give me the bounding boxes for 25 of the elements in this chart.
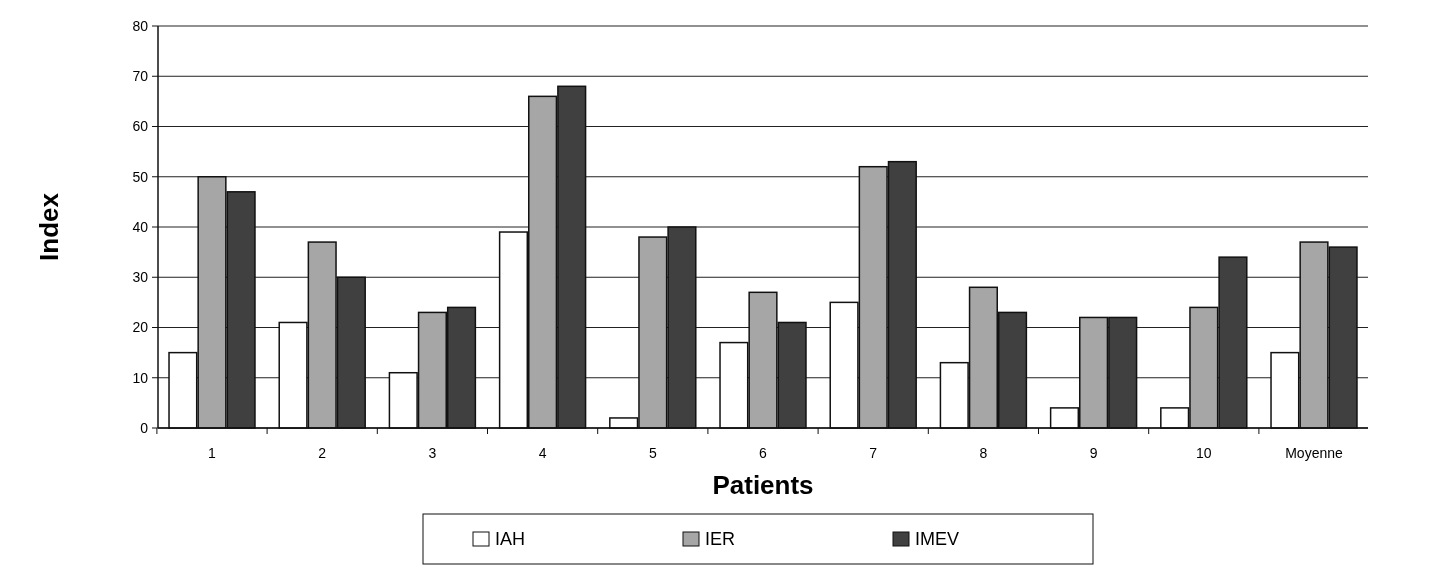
x-tick-label: 3 xyxy=(428,445,437,461)
x-axis-title: Patients xyxy=(712,470,814,500)
y-tick-label: 80 xyxy=(132,17,149,34)
x-tick-label: 8 xyxy=(979,445,988,461)
y-tick-label: 40 xyxy=(132,218,149,235)
y-tick-label: 50 xyxy=(132,168,149,185)
y-tick-label: 0 xyxy=(140,419,149,436)
legend-label: IAH xyxy=(495,529,526,550)
x-tick-label: 4 xyxy=(538,445,547,461)
x-tick-label: 10 xyxy=(1196,445,1212,461)
x-tick-label: Moyenne xyxy=(1285,445,1344,461)
x-tick-label: 1 xyxy=(208,445,217,461)
y-tick-label: 70 xyxy=(132,68,149,85)
x-tick-label: 2 xyxy=(318,445,327,461)
y-tick-label: 30 xyxy=(132,269,149,286)
legend-label: IMEV xyxy=(915,529,960,550)
x-tick-label: 6 xyxy=(759,445,768,461)
x-tick-label: 7 xyxy=(869,445,878,461)
y-tick-label: 20 xyxy=(132,319,149,336)
x-tick-label: 9 xyxy=(1089,445,1098,461)
x-tick-label: 5 xyxy=(648,445,657,461)
y-tick-label: 10 xyxy=(132,369,149,386)
y-axis-title: Index xyxy=(34,192,64,261)
legend-label: IER xyxy=(705,529,736,550)
y-tick-label: 60 xyxy=(132,118,149,135)
